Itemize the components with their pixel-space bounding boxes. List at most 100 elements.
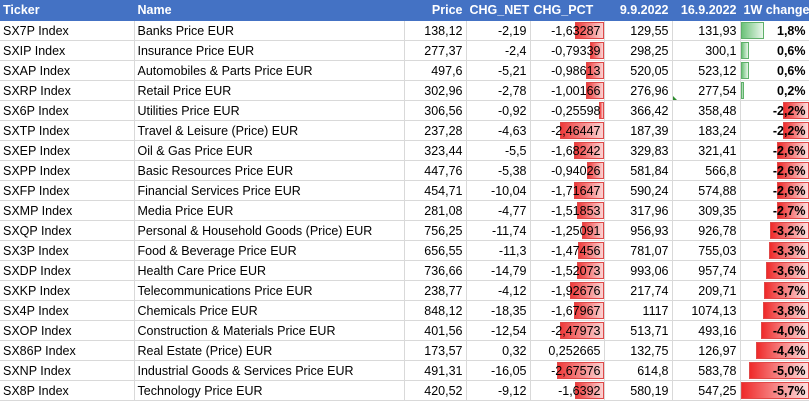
ticker-cell[interactable]: SXAP Index — [0, 60, 135, 81]
price-cell[interactable]: 656,55 — [404, 240, 467, 261]
date-1-cell[interactable]: 217,74 — [604, 280, 673, 301]
chg-pct-cell[interactable]: -1,68242 — [530, 140, 605, 161]
date-2-cell[interactable]: 583,78 — [672, 360, 741, 381]
ticker-cell[interactable]: SXFP Index — [0, 180, 135, 201]
price-cell[interactable]: 237,28 — [404, 120, 467, 141]
table-row[interactable]: SXRP Index Retail Price EUR 302,96 -2,78 -1,… — [0, 80, 809, 101]
name-cell[interactable]: Health Care Price EUR — [134, 260, 405, 281]
price-cell[interactable]: 138,12 — [404, 20, 467, 41]
price-cell[interactable]: 848,12 — [404, 300, 467, 321]
ticker-cell[interactable]: SX4P Index — [0, 300, 135, 321]
date-2-cell[interactable]: 300,1 — [672, 40, 741, 61]
chg-net-cell[interactable]: -12,54 — [466, 320, 531, 341]
week-change-cell[interactable]: -2,2% — [740, 120, 809, 141]
header-ticker[interactable]: Ticker — [0, 0, 135, 21]
date-1-cell[interactable]: 581,84 — [604, 160, 673, 181]
name-cell[interactable]: Chemicals Price EUR — [134, 300, 405, 321]
ticker-cell[interactable]: SX6P Index — [0, 100, 135, 121]
table-row[interactable]: SXKP Index Telecommunications Price EUR 23… — [0, 280, 809, 301]
name-cell[interactable]: Oil & Gas Price EUR — [134, 140, 405, 161]
week-change-cell[interactable]: -2,6% — [740, 160, 809, 181]
date-1-cell[interactable]: 129,55 — [604, 20, 673, 41]
date-2-cell[interactable]: 574,88 — [672, 180, 741, 201]
date-2-cell[interactable]: 523,12 — [672, 60, 741, 81]
week-change-cell[interactable]: -5,7% — [740, 380, 809, 401]
chg-net-cell[interactable]: -14,79 — [466, 260, 531, 281]
week-change-cell[interactable]: -3,6% — [740, 260, 809, 281]
date-2-cell[interactable]: 126,97 — [672, 340, 741, 361]
week-change-cell[interactable]: -2,6% — [740, 140, 809, 161]
week-change-cell[interactable]: -3,8% — [740, 300, 809, 321]
table-row[interactable]: SX4P Index Chemicals Price EUR 848,12 -18,3… — [0, 300, 809, 321]
date-1-cell[interactable]: 956,93 — [604, 220, 673, 241]
chg-net-cell[interactable]: -2,4 — [466, 40, 531, 61]
name-cell[interactable]: Food & Beverage Price EUR — [134, 240, 405, 261]
ticker-cell[interactable]: SXKP Index — [0, 280, 135, 301]
chg-pct-cell[interactable]: -1,6392 — [530, 380, 605, 401]
date-2-cell[interactable]: 1074,13 — [672, 300, 741, 321]
name-cell[interactable]: Basic Resources Price EUR — [134, 160, 405, 181]
price-cell[interactable]: 491,31 — [404, 360, 467, 381]
price-cell[interactable]: 454,71 — [404, 180, 467, 201]
price-cell[interactable]: 420,52 — [404, 380, 467, 401]
date-1-cell[interactable]: 187,39 — [604, 120, 673, 141]
week-change-cell[interactable]: 1,8% — [740, 20, 809, 41]
header-price[interactable]: Price — [404, 0, 467, 21]
ticker-cell[interactable]: SX86P Index — [0, 340, 135, 361]
price-cell[interactable]: 238,77 — [404, 280, 467, 301]
name-cell[interactable]: Real Estate (Price) EUR — [134, 340, 405, 361]
table-row[interactable]: SXNP Index Industrial Goods & Services Pr… — [0, 360, 809, 381]
ticker-cell[interactable]: SX7P Index — [0, 20, 135, 41]
price-cell[interactable]: 306,56 — [404, 100, 467, 121]
week-change-cell[interactable]: -4,0% — [740, 320, 809, 341]
price-cell[interactable]: 736,66 — [404, 260, 467, 281]
name-cell[interactable]: Financial Services Price EUR — [134, 180, 405, 201]
date-1-cell[interactable]: 781,07 — [604, 240, 673, 261]
name-cell[interactable]: Banks Price EUR — [134, 20, 405, 41]
table-row[interactable]: SX6P Index Utilities Price EUR 306,56 -0,92… — [0, 100, 809, 121]
table-row[interactable]: SX86P Index Real Estate (Price) EUR 173,57… — [0, 340, 809, 361]
date-1-cell[interactable]: 614,8 — [604, 360, 673, 381]
ticker-cell[interactable]: SXNP Index — [0, 360, 135, 381]
date-2-cell[interactable]: 209,71 — [672, 280, 741, 301]
table-row[interactable]: SXOP Index Construction & Materials Price… — [0, 320, 809, 341]
chg-pct-cell[interactable]: -2,46447 — [530, 120, 605, 141]
ticker-cell[interactable]: SXDP Index — [0, 260, 135, 281]
chg-net-cell[interactable]: -10,04 — [466, 180, 531, 201]
date-1-cell[interactable]: 520,05 — [604, 60, 673, 81]
header-chg-net[interactable]: CHG_NET — [466, 0, 531, 21]
week-change-cell[interactable]: -3,2% — [740, 220, 809, 241]
date-2-cell[interactable]: 131,93 — [672, 20, 741, 41]
chg-net-cell[interactable]: -9,12 — [466, 380, 531, 401]
header-date-2[interactable]: 16.9.2022 — [672, 0, 741, 21]
table-row[interactable]: SX7P Index Banks Price EUR 138,12 -2,19 -1,6… — [0, 20, 809, 41]
chg-pct-cell[interactable]: -1,92676 — [530, 280, 605, 301]
date-2-cell[interactable]: 493,16 — [672, 320, 741, 341]
chg-pct-cell[interactable]: -0,98613 — [530, 60, 605, 81]
date-2-cell[interactable]: 277,54 — [672, 80, 741, 101]
chg-net-cell[interactable]: -4,12 — [466, 280, 531, 301]
chg-pct-cell[interactable]: 0,252665 — [530, 340, 605, 361]
name-cell[interactable]: Travel & Leisure (Price) EUR — [134, 120, 405, 141]
price-cell[interactable]: 277,37 — [404, 40, 467, 61]
name-cell[interactable]: Automobiles & Parts Price EUR — [134, 60, 405, 81]
chg-net-cell[interactable]: -5,38 — [466, 160, 531, 181]
ticker-cell[interactable]: SX3P Index — [0, 240, 135, 261]
name-cell[interactable]: Insurance Price EUR — [134, 40, 405, 61]
table-row[interactable]: SX3P Index Food & Beverage Price EUR 656,5… — [0, 240, 809, 261]
header-1w-change[interactable]: 1W change — [740, 0, 809, 21]
chg-net-cell[interactable]: 0,32 — [466, 340, 531, 361]
name-cell[interactable]: Personal & Household Goods (Price) EUR — [134, 220, 405, 241]
week-change-cell[interactable]: -3,7% — [740, 280, 809, 301]
date-1-cell[interactable]: 317,96 — [604, 200, 673, 221]
date-2-cell[interactable]: 547,25 — [672, 380, 741, 401]
table-row[interactable]: SXPP Index Basic Resources Price EUR 447,7… — [0, 160, 809, 181]
week-change-cell[interactable]: -2,7% — [740, 200, 809, 221]
date-1-cell[interactable]: 993,06 — [604, 260, 673, 281]
chg-net-cell[interactable]: -11,74 — [466, 220, 531, 241]
chg-net-cell[interactable]: -11,3 — [466, 240, 531, 261]
week-change-cell[interactable]: 0,6% — [740, 40, 809, 61]
date-1-cell[interactable]: 513,71 — [604, 320, 673, 341]
chg-net-cell[interactable]: -5,5 — [466, 140, 531, 161]
date-2-cell[interactable]: 321,41 — [672, 140, 741, 161]
